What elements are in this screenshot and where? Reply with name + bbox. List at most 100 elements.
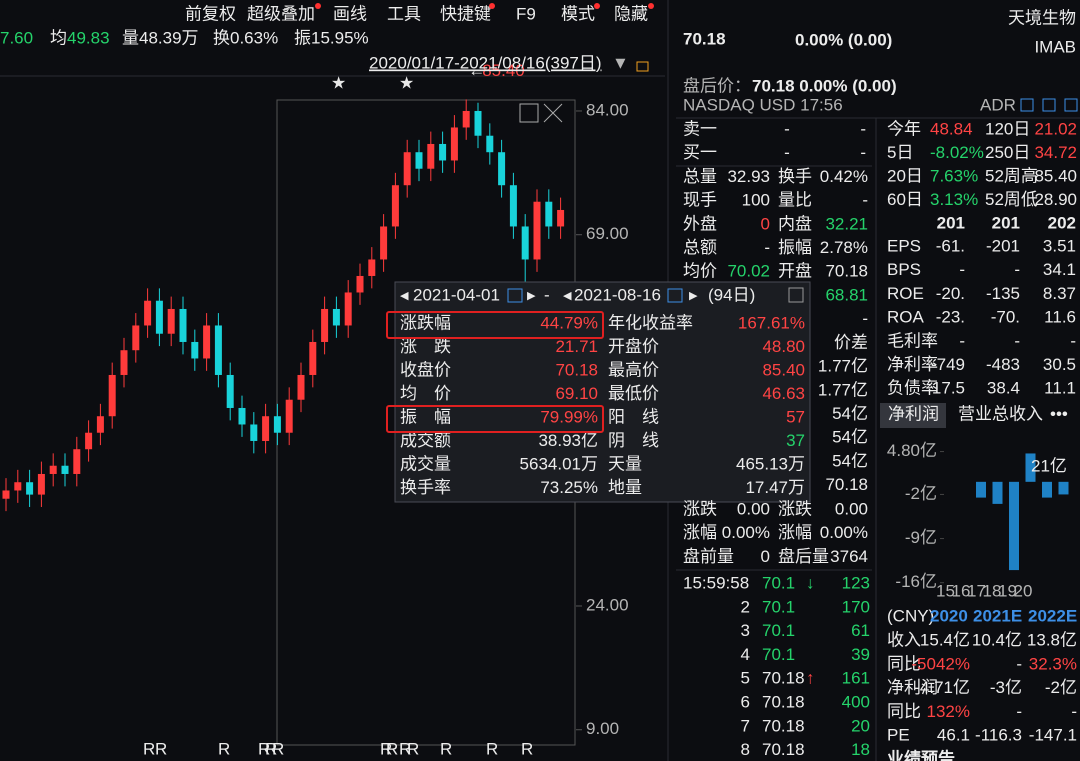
stat-label: 涨 跌 <box>400 337 451 356</box>
toolbar-item[interactable]: 隐藏 <box>614 4 648 23</box>
trade-price: 70.18 <box>762 669 805 688</box>
toolbar-item[interactable]: 超级叠加 <box>247 4 315 23</box>
nav-arrow[interactable]: ▸ <box>527 285 536 304</box>
field-value: 70.02 <box>727 262 770 281</box>
period: 52周高 <box>985 166 1038 185</box>
price: 70.18 <box>683 29 726 48</box>
close-icon[interactable] <box>788 287 804 303</box>
toolbar-item[interactable]: F9 <box>516 4 536 23</box>
candle-body <box>380 226 388 260</box>
lock-icon[interactable] <box>636 61 649 72</box>
candle-body <box>203 325 211 359</box>
candle-body <box>344 292 352 326</box>
year-header: 202 <box>1048 213 1076 232</box>
period: 今年 <box>887 119 921 138</box>
forecast-value: 46.1 <box>937 726 970 745</box>
high-arrow: ← <box>468 61 485 80</box>
candle-body <box>309 341 317 375</box>
metric-value: -61. <box>936 236 965 255</box>
candle-body <box>486 135 494 153</box>
stat-label: 阳 线 <box>608 407 659 426</box>
tool-icon[interactable] <box>1020 98 1034 112</box>
candle-body <box>332 308 340 326</box>
field-value: 0.00 <box>835 499 868 518</box>
y-tick-label: 9.00 <box>586 719 619 738</box>
return: 85.40 <box>1034 166 1077 185</box>
x-tick-label: 20 <box>1014 581 1033 600</box>
metric-label: ROE <box>887 284 924 303</box>
event-marker: R <box>486 739 498 758</box>
field-label: 买一 <box>683 143 717 162</box>
tab[interactable]: 净利润 <box>888 404 939 423</box>
stat-label: 涨跌幅 <box>400 313 451 332</box>
calendar-icon[interactable] <box>667 288 683 303</box>
forecast-value: - <box>1016 702 1022 721</box>
return: 34.72 <box>1034 143 1077 162</box>
dropdown-icon[interactable]: ▼ <box>612 53 629 72</box>
trade-time: 4 <box>741 645 750 664</box>
stat-value: 15.95% <box>311 28 369 47</box>
event-marker: R <box>399 739 411 758</box>
bar <box>1042 481 1052 498</box>
date-start: 2021-04-01 <box>413 285 500 304</box>
field-value: - <box>862 191 868 210</box>
event-marker: R <box>440 739 452 758</box>
tab[interactable]: 营业总收入 <box>958 404 1043 423</box>
stat-value: 167.61% <box>738 313 805 332</box>
annotation: 21亿 <box>1031 456 1067 475</box>
candle-body <box>96 416 104 433</box>
forecast-header: (CNY) <box>887 606 934 625</box>
stat-label: 收盘价 <box>400 360 451 379</box>
tab[interactable]: ••• <box>1050 404 1068 423</box>
return: 21.02 <box>1034 119 1077 138</box>
field-value: 1.77亿 <box>818 380 868 399</box>
forecast-value: - <box>1071 702 1077 721</box>
y-tick-label: -2亿 <box>905 484 937 503</box>
stat-label: 均 价 <box>400 384 451 403</box>
bar <box>976 481 986 498</box>
candle-body <box>37 473 45 495</box>
stat-value: 7.60 <box>0 28 33 47</box>
metric-label: 净利率 <box>887 355 938 374</box>
icon[interactable] <box>519 103 539 123</box>
candle-body <box>557 209 565 227</box>
tool-icon[interactable] <box>1064 98 1078 112</box>
toolbar-item[interactable]: 前复权 <box>185 4 236 23</box>
forecast-value: 10.4亿 <box>972 630 1022 649</box>
nav-arrow[interactable]: ◂ <box>563 285 572 304</box>
field-value: - <box>860 143 866 162</box>
toolbar-item[interactable]: 模式 <box>561 4 595 23</box>
stat-label: 量 <box>122 28 139 47</box>
toolbar-item[interactable]: 画线 <box>333 4 367 23</box>
high-label: 85.40 <box>482 61 525 80</box>
x-tick-label: 16 <box>952 581 971 600</box>
close-icon[interactable] <box>543 103 563 123</box>
trade-time: 15:59:58 <box>683 573 749 592</box>
forecast-value: 32.3% <box>1029 654 1077 673</box>
nav-arrow[interactable]: ◂ <box>400 285 409 304</box>
field-label: 盘后量 <box>778 547 829 566</box>
calendar-icon[interactable] <box>507 288 523 303</box>
metric-value: -483 <box>986 355 1020 374</box>
toolbar-item[interactable]: 快捷键 <box>440 4 491 23</box>
tool-icon[interactable] <box>1042 98 1056 112</box>
stat-value: 49.83 <box>67 28 110 47</box>
day-count: (94日) <box>708 285 755 304</box>
candle-body <box>462 110 470 128</box>
star: ★ <box>331 73 346 92</box>
toolbar-item[interactable]: 工具 <box>387 4 421 23</box>
candle-body <box>391 185 399 227</box>
event-marker: R <box>155 739 167 758</box>
forecast-label: 同比 <box>887 702 921 721</box>
forecast-label: PE <box>887 726 910 745</box>
stat-label: 地量 <box>608 478 642 497</box>
y-tick-label: 4.80亿 <box>887 441 937 460</box>
nav-arrow[interactable]: ▸ <box>689 285 698 304</box>
x-tick-label: 18 <box>983 581 1002 600</box>
stock-name: 天境生物 <box>1008 8 1076 27</box>
date-range[interactable]: 2020/01/17-2021/08/16(397日) <box>369 53 602 72</box>
metric-value: -70. <box>991 308 1020 327</box>
forecast-header: 2022E <box>1028 606 1077 625</box>
highlight-box <box>386 405 604 433</box>
candle-body <box>14 482 22 491</box>
